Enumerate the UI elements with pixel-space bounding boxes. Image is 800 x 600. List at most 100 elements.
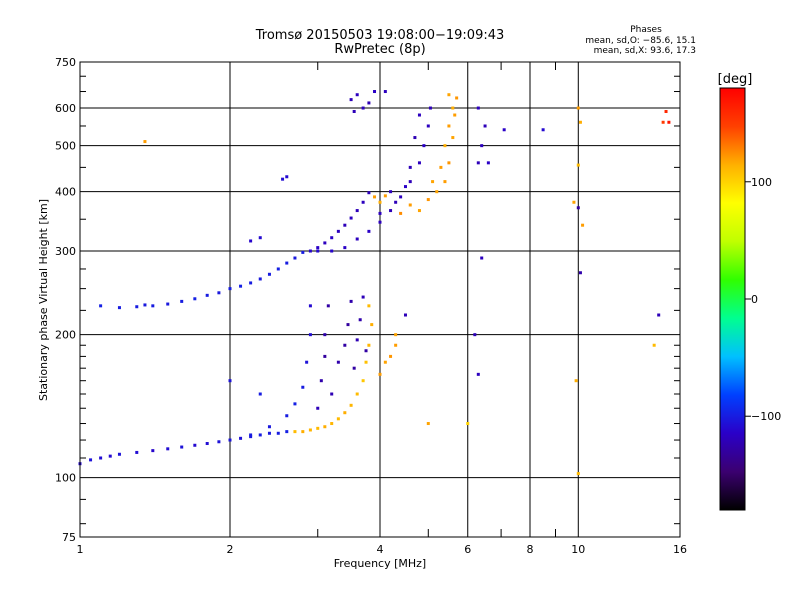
data-point: [435, 190, 439, 194]
data-point: [652, 343, 656, 347]
stats-heading: Phases: [630, 25, 662, 35]
data-point: [667, 120, 671, 124]
data-point: [394, 200, 398, 204]
data-point: [308, 333, 312, 337]
data-point: [541, 128, 545, 132]
data-point: [228, 438, 232, 442]
data-point: [657, 313, 661, 317]
data-point: [349, 98, 353, 102]
data-point: [355, 392, 359, 396]
data-point: [399, 211, 403, 215]
data-point: [358, 318, 362, 322]
data-point: [276, 267, 280, 271]
data-point: [373, 195, 377, 199]
data-point: [576, 106, 580, 110]
y-tick-label: 400: [55, 186, 76, 199]
data-point: [323, 241, 327, 245]
data-point: [443, 180, 447, 184]
chart-subtitle: RwPretec (8p): [334, 42, 425, 57]
colorbar-tick-label: 100: [751, 176, 772, 189]
axis-ticks: 1 2 4 6 8 10 16 75 100 200 300 400 500 600 750: [55, 56, 687, 556]
data-point: [323, 333, 327, 337]
data-point: [135, 305, 139, 309]
x-tick-label: 4: [377, 543, 384, 556]
data-point: [361, 200, 365, 204]
y-tick-label: 300: [55, 245, 76, 258]
data-point: [355, 209, 359, 213]
data-point: [576, 163, 580, 167]
data-point: [267, 272, 271, 276]
data-point: [258, 433, 262, 437]
y-tick-label: 75: [62, 531, 76, 544]
data-point: [403, 185, 407, 189]
data-point: [217, 440, 221, 444]
data-point: [258, 236, 262, 240]
data-point: [301, 385, 305, 389]
data-point: [249, 435, 253, 439]
data-point: [249, 433, 253, 437]
data-point: [476, 161, 480, 165]
data-point: [378, 200, 382, 204]
data-point: [316, 249, 320, 253]
data-point: [239, 436, 243, 440]
colorbar-tick-label: 0: [751, 293, 758, 306]
data-point: [323, 354, 327, 358]
data-point: [143, 140, 147, 144]
data-point: [483, 124, 487, 128]
x-tick-label: 16: [673, 543, 687, 556]
data-point: [180, 445, 184, 449]
data-point: [326, 304, 330, 308]
data-point: [330, 422, 334, 426]
data-point: [364, 360, 368, 364]
data-point: [352, 109, 356, 113]
stats-line-o: mean, sd,O: −85.6, 15.1: [585, 36, 696, 46]
data-point: [330, 392, 334, 396]
data-point: [426, 124, 430, 128]
data-point: [99, 456, 103, 460]
x-axis-label: Frequency [MHz]: [334, 557, 426, 570]
data-point: [143, 303, 147, 307]
data-point: [443, 144, 447, 148]
data-point: [426, 422, 430, 426]
data-point: [281, 177, 285, 181]
data-point: [394, 333, 398, 337]
data-point: [308, 304, 312, 308]
data-point: [473, 333, 477, 337]
data-point: [417, 161, 421, 165]
data-point: [249, 239, 253, 243]
data-point: [447, 124, 451, 128]
data-point: [378, 220, 382, 224]
data-point: [355, 237, 359, 241]
data-point: [193, 443, 197, 447]
data-point: [572, 200, 576, 204]
data-point: [89, 458, 93, 462]
data-point: [455, 96, 459, 100]
data-point: [343, 411, 347, 415]
data-point: [228, 287, 232, 291]
data-point: [217, 291, 221, 295]
data-point: [349, 299, 353, 303]
data-point: [336, 417, 340, 421]
data-point: [249, 281, 253, 285]
data-point: [151, 304, 155, 308]
colorbar: [719, 87, 746, 511]
data-point: [319, 379, 323, 383]
x-tick-label: 1: [77, 543, 84, 556]
data-point: [316, 426, 320, 430]
data-point: [664, 109, 668, 113]
data-point: [355, 338, 359, 342]
data-point: [447, 93, 451, 97]
data-point: [166, 447, 170, 451]
data-point: [422, 144, 426, 148]
data-point: [349, 216, 353, 220]
data-point: [301, 250, 305, 254]
data-point: [316, 246, 320, 250]
data-point: [367, 191, 371, 195]
data-point: [239, 284, 243, 288]
data-point: [399, 195, 403, 199]
data-point: [228, 379, 232, 383]
data-point: [117, 306, 121, 310]
data-point: [367, 101, 371, 105]
colorbar-ticks: 100 0 −100: [745, 176, 781, 423]
